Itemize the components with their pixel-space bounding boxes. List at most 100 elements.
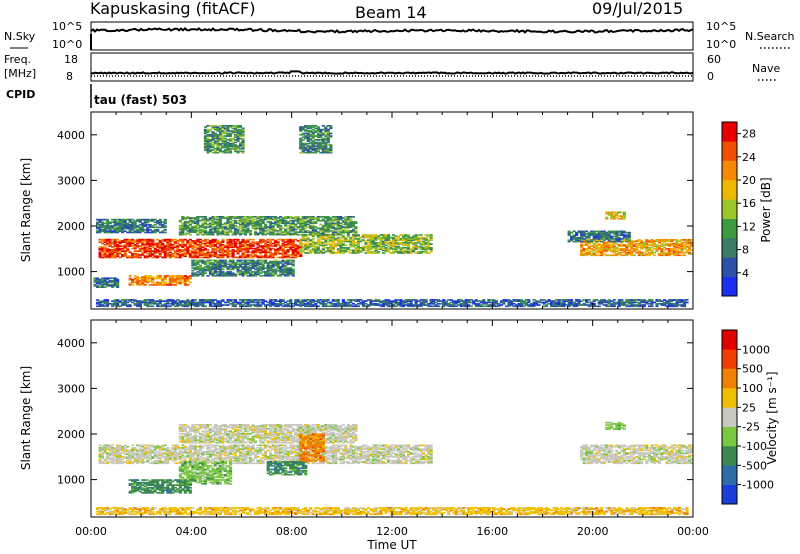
- data-cell: [173, 238, 177, 241]
- data-cell: [314, 226, 318, 228]
- data-cell: [399, 238, 403, 240]
- data-cell: [101, 226, 105, 229]
- data-cell: [239, 249, 243, 251]
- data-cell: [221, 135, 225, 137]
- data-cell: [291, 273, 295, 276]
- data-cell: [560, 301, 564, 304]
- data-cell: [321, 300, 325, 302]
- data-cell: [108, 245, 112, 247]
- data-cell: [399, 300, 403, 302]
- data-cell: [264, 259, 268, 262]
- data-cell: [236, 260, 240, 263]
- data-cell: [517, 305, 521, 308]
- data-cell: [186, 222, 190, 225]
- data-cell: [131, 299, 135, 301]
- data-cell: [231, 299, 235, 301]
- data-cell: [254, 216, 258, 218]
- data-cell: [424, 239, 428, 241]
- data-cell: [266, 217, 270, 219]
- data-cell: [206, 139, 210, 141]
- data-cell: [231, 226, 235, 228]
- data-cell: [299, 238, 303, 241]
- data-cell: [203, 139, 207, 141]
- data-cell: [289, 268, 293, 271]
- data-cell: [331, 250, 335, 253]
- data-cell: [141, 301, 145, 304]
- data-cell: [216, 305, 220, 308]
- data-cell: [241, 219, 245, 222]
- data-cell: [289, 241, 293, 243]
- data-cell: [206, 128, 210, 131]
- data-cell: [256, 249, 260, 251]
- data-cell: [382, 245, 386, 248]
- data-cell: [346, 240, 350, 243]
- data-cell: [211, 144, 215, 146]
- data-cell: [519, 300, 523, 302]
- data-cell: [218, 142, 222, 145]
- data-cell: [141, 225, 145, 227]
- data-cell: [296, 217, 300, 219]
- data-cell: [407, 248, 411, 250]
- data-cell: [256, 300, 260, 302]
- data-cell: [652, 245, 656, 248]
- data-cell: [276, 264, 280, 267]
- data-cell: [98, 304, 102, 306]
- data-cell: [181, 245, 185, 247]
- data-cell: [126, 305, 130, 308]
- data-cell: [349, 252, 353, 254]
- data-cell: [422, 244, 426, 247]
- data-cell: [266, 250, 270, 252]
- data-cell: [299, 240, 303, 243]
- data-cell: [256, 268, 260, 271]
- data-cell: [274, 272, 278, 274]
- data-cell: [299, 224, 303, 227]
- data-cell: [116, 247, 120, 250]
- data-cell: [387, 250, 391, 253]
- data-cell: [361, 304, 365, 306]
- data-cell: [281, 299, 285, 301]
- data-cell: [269, 252, 273, 255]
- data-cell: [284, 223, 288, 226]
- data-cell: [203, 132, 207, 135]
- data-cell: [136, 230, 140, 232]
- data-cell: [424, 300, 428, 302]
- data-cell: [284, 221, 288, 223]
- data-cell: [123, 221, 127, 224]
- data-cell: [371, 245, 375, 248]
- data-cell: [133, 281, 137, 284]
- data-cell: [156, 220, 160, 222]
- data-cell: [244, 299, 248, 301]
- data-cell: [226, 238, 230, 241]
- data-cell: [414, 235, 418, 238]
- data-cell: [223, 228, 227, 231]
- data-cell: [620, 215, 624, 217]
- data-cell: [203, 255, 207, 258]
- data-cell: [407, 236, 411, 239]
- data-cell: [266, 266, 270, 268]
- data-cell: [221, 216, 225, 218]
- data-cell: [301, 223, 305, 226]
- data-cell: [427, 247, 431, 249]
- data-cell: [572, 304, 576, 306]
- data-cell: [617, 300, 621, 302]
- data-cell: [602, 244, 606, 246]
- data-cell: [188, 233, 192, 236]
- data-cell: [151, 242, 155, 245]
- data-cell: [610, 241, 614, 244]
- data-cell: [211, 300, 215, 302]
- data-cell: [617, 248, 621, 250]
- data-cell: [417, 240, 421, 243]
- data-cell: [281, 302, 285, 305]
- data-cell: [274, 268, 278, 271]
- data-cell: [208, 128, 212, 131]
- data-cell: [637, 299, 641, 301]
- data-cell: [587, 246, 591, 249]
- data-cell: [271, 269, 275, 272]
- data-cell: [329, 224, 333, 227]
- data-cell: [123, 226, 127, 229]
- data-cell: [299, 222, 303, 225]
- data-cell: [570, 236, 574, 239]
- data-cell: [585, 233, 589, 235]
- data-cell: [587, 231, 591, 234]
- data-cell: [166, 305, 170, 308]
